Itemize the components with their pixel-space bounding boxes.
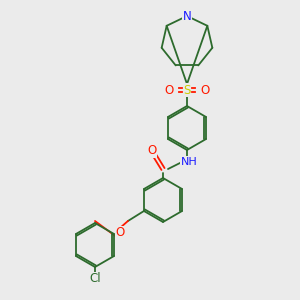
Text: O: O <box>115 226 124 239</box>
Text: N: N <box>183 10 191 22</box>
Text: NH: NH <box>181 157 197 167</box>
Text: O: O <box>200 83 210 97</box>
Text: Cl: Cl <box>89 272 101 286</box>
Text: O: O <box>147 145 157 158</box>
Text: O: O <box>164 83 174 97</box>
Text: S: S <box>183 83 191 97</box>
